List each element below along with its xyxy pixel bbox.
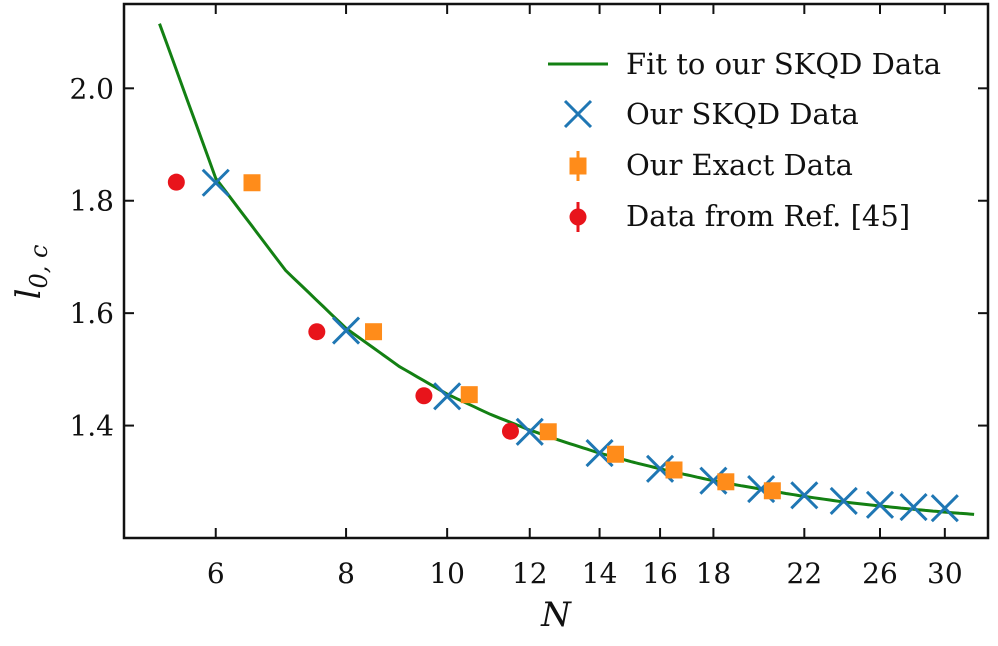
legend-ref-marker [569,202,587,232]
exact-point [243,174,261,192]
axis-ticks: 6 8 10 12 14 16 18 22 26 30 1.4 1.6 1.8 2.0 [69,4,988,590]
skqd-point-stroke-b [790,481,819,510]
x-tick-label: 14 [582,557,618,590]
legend-ref-glyph [569,208,587,226]
exact-point [460,386,478,404]
skqd-point [332,316,361,345]
series-exact [243,174,781,500]
y-axis-title-main: l [9,289,49,300]
y-axis-title: l0, c [9,245,53,300]
legend-label-ref: Data from Ref. [45] [626,199,910,233]
skqd-point-stroke-b [930,494,959,523]
x-tick-label: 10 [429,557,465,590]
y-tick-label: 1.6 [69,297,114,330]
y-tick-label: 1.8 [69,185,114,218]
x-tick-label: 12 [512,557,548,590]
y-axis-title-sub: 0, c [25,245,53,289]
skqd-point [865,490,895,519]
exact-point [365,323,383,341]
x-tick-label: 26 [862,557,898,590]
skqd-point [515,417,544,446]
x-tick-label: 18 [696,557,732,590]
ref-point [308,323,326,341]
skqd-point-stroke-b [585,439,614,468]
plot-frame [122,2,990,540]
exact-point [717,473,735,491]
legend-label-exact: Our Exact Data [626,148,853,182]
skqd-point [829,486,858,515]
legend-label-fit: Fit to our SKQD Data [626,47,941,81]
legend-exact-glyph [569,157,587,175]
legend-skqd-glyph-stroke-b [563,99,593,129]
legend-skqd-marker [563,99,593,129]
ref-point [501,422,519,440]
skqd-point-stroke-b [201,168,230,197]
skqd-point-stroke-b [829,486,858,515]
legend: Fit to our SKQD Data Our SKQD Data Our E… [548,47,941,233]
x-tick-label: 6 [207,557,225,590]
y-tick-label: 2.0 [69,72,114,105]
skqd-point-stroke-b [747,475,776,504]
skqd-point [433,382,462,411]
ref-point [167,173,185,191]
skqd-point-stroke-b [646,454,675,483]
skqd-point [201,168,230,197]
legend-label-skqd: Our SKQD Data [626,97,859,131]
exact-point [763,482,781,500]
skqd-point-stroke-b [699,466,728,495]
skqd-point [899,493,928,522]
skqd-point [930,494,959,523]
x-tick-label: 8 [337,557,355,590]
x-tick-label: 22 [787,557,823,590]
skqd-point-stroke-b [433,382,462,411]
x-tick-label: 30 [927,557,963,590]
x-tick-label: 16 [642,557,678,590]
legend-skqd-glyph [563,99,593,129]
x-axis-title: N [540,595,572,635]
exact-point [606,445,624,463]
skqd-point-stroke-b [332,316,361,345]
series-ref [167,173,519,440]
y-tick-label: 1.4 [69,410,114,443]
ref-point [415,387,433,405]
exact-point [539,423,557,441]
skqd-point [790,481,819,510]
skqd-point-stroke-b [899,493,928,522]
skqd-point-stroke-b [865,490,895,519]
skqd-point-stroke-b [515,417,544,446]
exact-point [665,461,683,479]
plot-content [158,23,975,523]
legend-exact-marker [569,151,587,181]
